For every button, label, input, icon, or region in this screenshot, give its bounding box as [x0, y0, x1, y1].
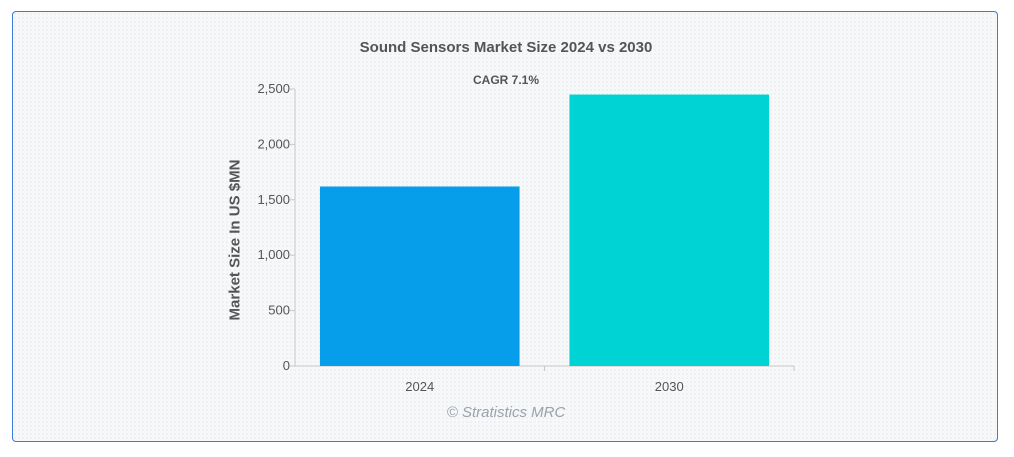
bar-2030 — [569, 94, 770, 366]
bar-chart-plot: 0 500 1,000 1,500 2,000 2,500 2024 2030 — [257, 81, 795, 394]
y-tick-label: 500 — [268, 303, 290, 318]
chart-subtitle: CAGR 7.1% — [472, 73, 540, 87]
y-tick-label: 1,000 — [257, 247, 290, 262]
y-tick-label: 2,500 — [257, 81, 290, 96]
y-tick-label: 0 — [283, 358, 290, 373]
bar-2024 — [319, 186, 520, 366]
watermark: © Stratistics MRC — [446, 404, 566, 421]
y-tick-label: 1,500 — [257, 192, 290, 207]
chart-card: Sound Sensors Market Size 2024 vs 2030 C… — [12, 11, 998, 442]
y-tick-label: 2,000 — [257, 136, 290, 151]
x-tick-label: 2030 — [655, 379, 684, 394]
chart-title: Sound Sensors Market Size 2024 vs 2030 — [359, 39, 653, 56]
x-tick-label: 2024 — [405, 379, 434, 394]
